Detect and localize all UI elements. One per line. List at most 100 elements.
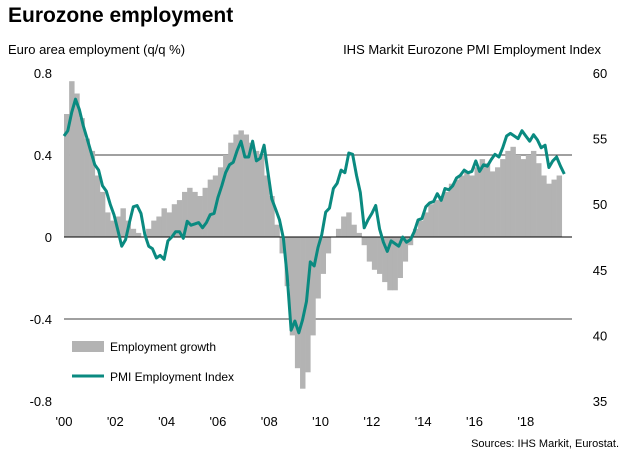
employment-bar (223, 155, 229, 237)
right-tick-label: 50 (593, 197, 607, 212)
left-tick-label: 0.4 (34, 148, 52, 163)
employment-bar (377, 237, 383, 274)
employment-bar (233, 134, 239, 237)
right-tick-label: 35 (593, 394, 607, 409)
employment-bar (176, 200, 183, 237)
source-note: Sources: IHS Markit, Eurostat. (471, 438, 619, 450)
employment-bar (146, 228, 152, 237)
employment-bar (187, 187, 193, 237)
employment-bar (64, 114, 70, 237)
employment-bar (551, 179, 557, 237)
employment-bar (520, 159, 527, 237)
employment-bar (428, 204, 434, 237)
employment-bar (402, 237, 409, 262)
employment-bar (412, 228, 419, 237)
employment-bar (356, 232, 362, 237)
employment-bar (217, 167, 224, 237)
employment-bar (192, 191, 198, 237)
employment-bar (253, 150, 260, 237)
employment-bar (335, 228, 342, 237)
employment-bar (294, 237, 301, 369)
employment-bar (453, 179, 460, 237)
employment-bar (84, 138, 90, 237)
left-tick-label: 0.8 (34, 66, 52, 81)
employment-bar (130, 228, 137, 237)
employment-bar (505, 150, 511, 237)
employment-bar (351, 224, 357, 237)
employment-bar (202, 187, 208, 237)
employment-bar (541, 175, 547, 237)
right-axis-ticks: 60 55 50 45 40 35 (593, 66, 607, 409)
employment-bar (325, 237, 332, 254)
left-axis-label: Euro area employment (q/q %) (8, 42, 186, 57)
employment-bar (151, 220, 157, 237)
employment-bar (238, 130, 244, 237)
right-axis-label: IHS Markit Eurozone PMI Employment Index (343, 42, 601, 57)
employment-bar (289, 237, 296, 336)
employment-bar (361, 237, 368, 246)
employment-bar (243, 134, 250, 237)
employment-bar (556, 175, 563, 237)
employment-bar (248, 142, 255, 237)
legend-bar-swatch (72, 341, 104, 352)
employment-bar (171, 204, 178, 237)
x-tick-label: '02 (107, 414, 124, 429)
employment-bar (197, 196, 203, 237)
employment-bar (305, 237, 311, 373)
employment-bar (459, 175, 465, 237)
employment-bar (536, 163, 542, 237)
employment-bar (371, 237, 378, 270)
employment-bar (182, 191, 188, 237)
employment-bar (99, 191, 106, 237)
left-tick-label: 0 (45, 230, 52, 245)
employment-bar (264, 175, 270, 237)
employment-bar (279, 237, 285, 254)
x-tick-label: '00 (56, 414, 73, 429)
employment-bar (269, 196, 275, 237)
employment-bar (69, 81, 75, 237)
x-axis-ticks: '00 '02 '04 '06 '08 '10 '12 '14 '16 '18 (56, 414, 535, 429)
employment-bar (469, 175, 475, 237)
employment-bar (433, 200, 439, 237)
x-tick-label: '14 (415, 414, 432, 429)
employment-bar (166, 212, 173, 237)
employment-bar (479, 159, 486, 237)
employment-bar (392, 237, 398, 291)
employment-bar (315, 237, 321, 299)
employment-bar (156, 216, 162, 237)
x-tick-label: '18 (517, 414, 534, 429)
employment-bar (489, 171, 496, 237)
x-tick-label: '12 (363, 414, 380, 429)
employment-bar (387, 237, 393, 291)
employment-bar (341, 216, 347, 237)
employment-bar (207, 179, 214, 237)
employment-bar (495, 167, 501, 237)
legend-label-pmi-employment-index: PMI Employment Index (110, 370, 234, 384)
employment-bar (464, 171, 470, 237)
employment-bar (382, 237, 388, 283)
right-tick-label: 45 (593, 263, 607, 278)
employment-bar (438, 196, 445, 237)
employment-bar (110, 220, 116, 237)
employment-bar (79, 118, 85, 237)
employment-bar (320, 237, 326, 274)
employment-bar (474, 167, 480, 237)
legend-label-employment-growth: Employment growth (110, 340, 216, 354)
employment-bar (366, 237, 373, 262)
employment-bar (310, 237, 316, 336)
employment-bar (525, 155, 532, 237)
x-tick-label: '04 (158, 414, 175, 429)
employment-bar (418, 220, 424, 237)
employment-bar (161, 208, 167, 237)
employment-bar (94, 175, 101, 237)
x-tick-label: '06 (209, 414, 226, 429)
left-tick-label: -0.4 (30, 312, 52, 327)
employment-bar (105, 212, 111, 237)
employment-bar (530, 150, 537, 237)
employment-bar (484, 163, 491, 237)
employment-bar (443, 191, 450, 237)
employment-bar (284, 237, 291, 287)
employment-bar (515, 155, 521, 237)
employment-bar (510, 146, 516, 237)
